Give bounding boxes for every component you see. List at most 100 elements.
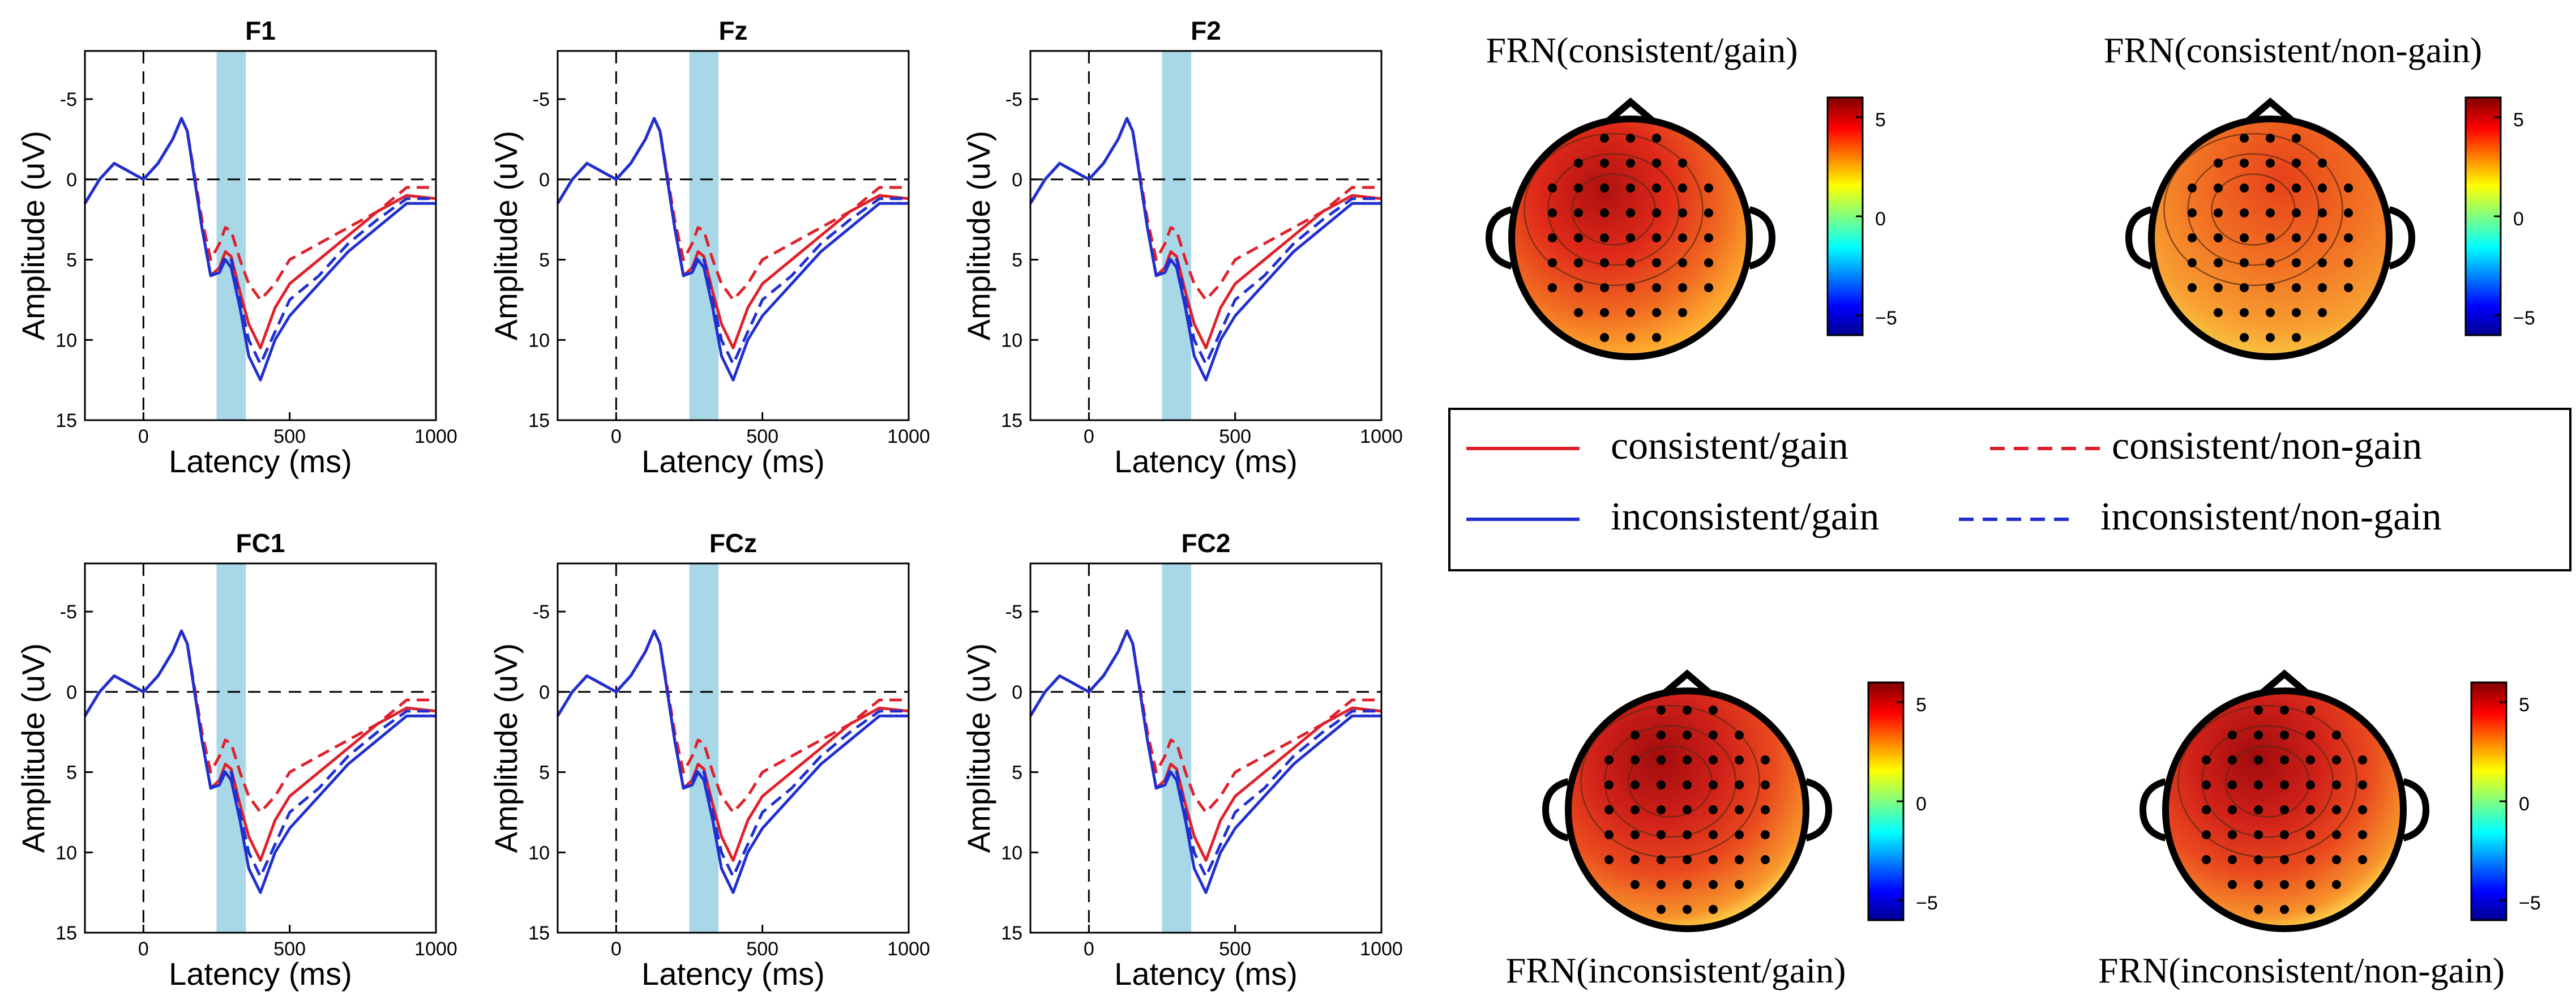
electrode xyxy=(1604,780,1614,789)
contour-line xyxy=(2201,725,2334,838)
electrode xyxy=(1678,283,1687,292)
topomap-title: FRN(consistent/gain) xyxy=(1486,30,1798,70)
legend-label: inconsistent/gain xyxy=(1611,495,1879,539)
electrode xyxy=(1704,208,1713,217)
electrode xyxy=(2306,780,2315,789)
electrode xyxy=(2266,183,2275,193)
electrode xyxy=(1683,830,1692,839)
electrode xyxy=(1600,134,1609,143)
y-tick-label: 15 xyxy=(528,410,550,432)
electrode xyxy=(2306,880,2315,889)
electrode xyxy=(1657,780,1666,789)
y-tick-label: 10 xyxy=(528,330,550,351)
y-tick-label: -5 xyxy=(60,601,77,623)
electrode xyxy=(2254,706,2263,715)
electrode xyxy=(1709,805,1718,814)
electrode xyxy=(2292,183,2301,193)
electrode xyxy=(1704,233,1713,242)
legend-box xyxy=(1448,408,2571,571)
x-axis-label: Latency (ms) xyxy=(641,443,825,479)
left-ear xyxy=(2125,206,2153,270)
electrode xyxy=(2344,208,2353,217)
x-tick-label: 1000 xyxy=(414,938,457,960)
electrode xyxy=(1683,905,1692,914)
electrode xyxy=(2254,755,2263,764)
electrode xyxy=(2202,805,2211,814)
erp-panel-f1: -5 0 5 10 15 0 500 1000 F1 Latency (ms) Amplitude … xyxy=(15,16,457,479)
electrode xyxy=(2332,855,2341,864)
electrode xyxy=(1604,855,1614,864)
topomap-3: FRN(inconsistent/non-gain) 5 0 −5 xyxy=(2098,669,2541,990)
electrode xyxy=(1683,731,1692,740)
series-line-2 xyxy=(556,629,909,894)
electrode xyxy=(1735,780,1744,789)
electrode xyxy=(2306,706,2315,715)
erp-panel-fcz: -5 0 5 10 15 0 500 1000 FCz Latency (ms) Amplitude… xyxy=(488,528,930,992)
x-tick-label: 0 xyxy=(611,938,622,960)
right-ear xyxy=(2388,206,2416,270)
y-tick-label: 0 xyxy=(66,169,77,191)
series-line-0 xyxy=(556,117,909,349)
electrode xyxy=(2214,159,2223,168)
x-axis-label: Latency (ms) xyxy=(1114,956,1298,992)
electrode xyxy=(2280,830,2289,839)
electrode xyxy=(1657,755,1666,764)
electrode xyxy=(2344,258,2353,267)
electrode xyxy=(2332,880,2341,889)
electrode xyxy=(2240,134,2249,143)
electrode xyxy=(1735,805,1744,814)
y-tick-label: 5 xyxy=(66,250,77,271)
electrode xyxy=(2332,805,2341,814)
series-line-2 xyxy=(83,117,436,382)
electrode xyxy=(1657,830,1666,839)
legend: consistent/gain consistent/non-gain incons… xyxy=(1448,408,2571,571)
electrode xyxy=(1735,755,1744,764)
electrode xyxy=(1709,780,1718,789)
nose xyxy=(2245,97,2295,124)
electrode xyxy=(1600,208,1609,217)
electrode xyxy=(1678,308,1687,317)
series-line-0 xyxy=(1029,117,1382,349)
y-tick-label: 0 xyxy=(66,682,77,703)
x-tick-label: 1000 xyxy=(887,938,930,960)
electrode xyxy=(2202,830,2211,839)
electrode xyxy=(1652,308,1661,317)
electrode xyxy=(1600,183,1609,193)
electrode xyxy=(2240,258,2249,267)
electrode xyxy=(2292,159,2301,168)
electrode xyxy=(2280,855,2289,864)
electrode xyxy=(2318,183,2327,193)
electrode xyxy=(1709,905,1718,914)
electrode xyxy=(1678,159,1687,168)
axes-box xyxy=(84,562,437,934)
electrode xyxy=(2306,755,2315,764)
erp-panel-fz: -5 0 5 10 15 0 500 1000 Fz Latency (ms) Amplitude … xyxy=(488,16,930,479)
contour-line xyxy=(1547,153,1680,266)
electrode xyxy=(1683,880,1692,889)
electrode xyxy=(2332,731,2341,740)
electrode xyxy=(1548,283,1557,292)
electrode xyxy=(1678,258,1687,267)
electrode xyxy=(1709,855,1718,864)
electrode xyxy=(2266,208,2275,217)
x-tick-label: 500 xyxy=(746,426,778,447)
electrode xyxy=(2240,208,2249,217)
x-axis-label: Latency (ms) xyxy=(1114,443,1298,479)
electrode xyxy=(1704,183,1713,193)
electrode xyxy=(2228,780,2237,789)
electrode xyxy=(2254,830,2263,839)
electrode xyxy=(2344,283,2353,292)
electrode xyxy=(2292,308,2301,317)
colorbar-tick-label: 5 xyxy=(1875,109,1886,131)
electrode xyxy=(2306,731,2315,740)
electrode xyxy=(2240,233,2249,242)
y-tick-label: 0 xyxy=(539,169,550,191)
x-tick-label: 0 xyxy=(611,426,622,447)
x-tick-label: 0 xyxy=(138,938,149,960)
electrode xyxy=(1626,183,1635,193)
panel-title: F1 xyxy=(245,16,276,45)
colorbar-tick-label: 0 xyxy=(1916,793,1927,815)
electrode xyxy=(2292,208,2301,217)
y-tick-label: 5 xyxy=(1012,250,1022,271)
